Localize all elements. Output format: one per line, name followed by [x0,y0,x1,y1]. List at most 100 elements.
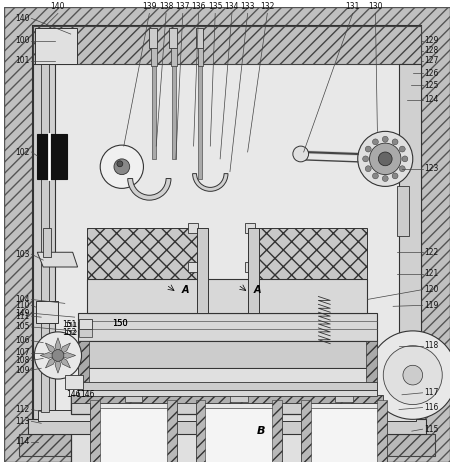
Text: 150: 150 [112,319,128,327]
Bar [34,26,420,63]
Bar [78,390,377,396]
Bar [257,228,366,279]
Bar [35,28,77,63]
Text: 146: 146 [80,390,95,399]
Circle shape [402,156,408,162]
Polygon shape [37,252,78,267]
Bar [88,228,197,279]
Text: 152: 152 [64,330,77,336]
Polygon shape [58,352,76,358]
Bar [78,368,377,396]
Polygon shape [45,356,58,368]
Text: 151: 151 [62,319,77,329]
Text: 115: 115 [424,425,439,434]
Polygon shape [58,343,70,356]
Text: 129: 129 [424,37,439,45]
Bar [301,400,311,463]
Text: 117: 117 [424,388,439,397]
Bar [71,396,383,463]
Text: 109: 109 [15,366,30,375]
Circle shape [358,131,413,187]
Circle shape [117,161,123,167]
Bar [71,395,383,414]
Bar [399,63,420,422]
Text: 135: 135 [208,2,222,12]
Text: 120: 120 [424,285,439,294]
Bar [169,28,177,48]
Bar [38,409,416,421]
Text: 126: 126 [424,69,439,78]
Bar [78,382,377,390]
Text: 150: 150 [112,319,128,327]
Bar [79,319,92,329]
Bar [309,407,380,463]
Bar [78,341,89,396]
Bar [247,228,259,313]
Text: 139: 139 [142,2,157,12]
Circle shape [400,146,405,152]
Bar [37,134,67,179]
Circle shape [363,156,369,162]
Circle shape [400,166,405,172]
Bar [197,48,203,65]
Text: 131: 131 [345,2,360,12]
Text: 152: 152 [62,328,77,338]
Circle shape [392,139,398,145]
Text: 140: 140 [51,2,65,12]
Text: A: A [254,285,261,294]
Text: 100: 100 [15,37,30,45]
Text: 130: 130 [368,2,383,12]
Bar [19,434,435,456]
Bar [167,400,177,463]
Text: 128: 128 [424,46,439,55]
Text: 101: 101 [15,56,30,65]
Bar [98,407,169,463]
Text: 119: 119 [424,301,439,310]
Circle shape [35,332,82,379]
Circle shape [369,331,454,419]
Text: 105: 105 [15,322,30,332]
Bar [172,61,176,159]
Circle shape [52,350,64,361]
Bar [230,394,247,402]
Bar [152,61,156,159]
Bar [335,394,353,402]
Text: 127: 127 [424,56,439,65]
Bar [197,228,208,313]
Text: 140: 140 [15,14,30,23]
Polygon shape [55,338,61,356]
Bar [71,395,383,403]
Text: 110: 110 [15,301,30,310]
Text: 123: 123 [424,164,439,173]
Text: 124: 124 [424,95,439,105]
Bar [245,262,255,272]
Text: 137: 137 [176,2,190,12]
Bar [188,223,197,232]
Bar [29,419,425,434]
Text: 107: 107 [15,348,30,357]
Bar [198,61,202,179]
Circle shape [372,173,378,179]
Text: 108: 108 [15,356,30,365]
Bar [125,394,143,402]
Text: 134: 134 [225,2,239,12]
Circle shape [378,152,392,166]
Circle shape [403,365,423,385]
Text: 125: 125 [424,81,439,90]
Circle shape [392,173,398,179]
Text: 113: 113 [15,417,30,426]
Text: 132: 132 [260,2,275,12]
Text: 103: 103 [15,250,30,259]
Bar [88,279,366,313]
Polygon shape [45,343,58,356]
Text: 149: 149 [15,309,30,318]
Polygon shape [58,356,70,368]
Bar [90,400,177,463]
Circle shape [372,139,378,145]
Text: 133: 133 [240,2,255,12]
Circle shape [365,166,371,172]
Polygon shape [40,352,58,358]
Bar [36,301,58,323]
Circle shape [114,159,130,175]
Text: B: B [257,426,266,436]
